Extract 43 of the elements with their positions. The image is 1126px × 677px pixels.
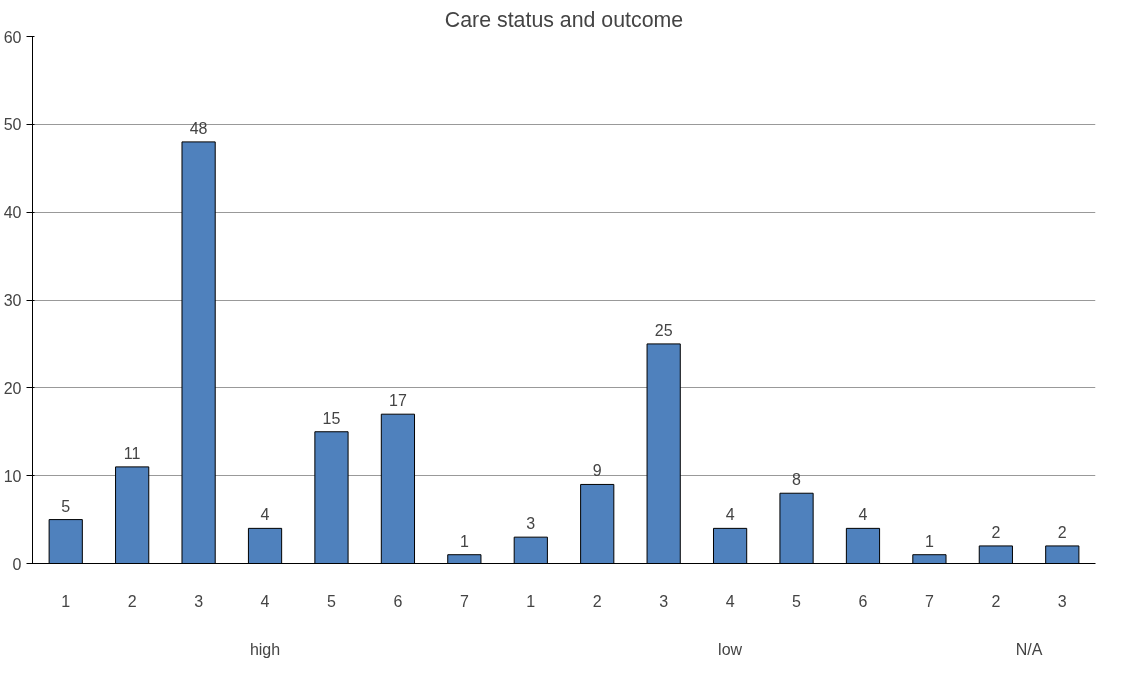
data-label: 2 — [1057, 523, 1067, 541]
x-tick-label: 6 — [858, 592, 868, 610]
text: high — [249, 640, 281, 658]
data-label: 4 — [260, 506, 270, 524]
data-label: 4 — [858, 506, 868, 524]
text: N/A — [1015, 640, 1043, 658]
x-tick-label: 2 — [592, 592, 602, 610]
chart-title: Care status and outcome — [444, 7, 684, 32]
data-label: 25 — [654, 321, 673, 339]
x-tick-label: 2 — [127, 592, 137, 610]
x-tick-label: 4 — [260, 592, 270, 610]
data-label: 15 — [322, 409, 341, 427]
data-label: 48 — [189, 119, 208, 137]
y-tick-label: 50 — [3, 116, 22, 134]
x-tick-label: 7 — [924, 592, 934, 610]
x-tick-label: 7 — [459, 592, 469, 610]
x-tick-label: 6 — [393, 592, 403, 610]
y-tick-label: 20 — [3, 379, 22, 397]
data-label: 1 — [924, 532, 934, 550]
x-tick-label: 5 — [792, 592, 802, 610]
x-tick-label: 1 — [61, 592, 71, 610]
data-label: 4 — [725, 506, 735, 524]
y-tick-label: 40 — [3, 204, 22, 222]
x-tick-label: 2 — [991, 592, 1001, 610]
x-tick-label: 5 — [327, 592, 337, 610]
data-label: 17 — [389, 392, 407, 410]
y-tick-label: 0 — [12, 555, 22, 573]
data-label: 11 — [123, 444, 141, 462]
data-label: 2 — [991, 523, 1001, 541]
x-tick-label: 3 — [1057, 592, 1067, 610]
data-label: 9 — [592, 462, 602, 480]
y-tick-label: 30 — [3, 292, 22, 309]
text: low — [718, 640, 743, 658]
data-label: 1 — [459, 532, 469, 550]
data-label: 3 — [526, 515, 536, 533]
x-tick-label: 3 — [194, 592, 204, 610]
x-tick-label: 3 — [659, 592, 669, 610]
y-tick-label: 10 — [3, 467, 22, 485]
data-label: 8 — [792, 471, 802, 489]
data-label: 5 — [61, 497, 71, 515]
y-tick-label: 60 — [3, 28, 22, 46]
x-tick-label: 1 — [526, 592, 536, 610]
x-tick-label: 4 — [725, 592, 735, 610]
